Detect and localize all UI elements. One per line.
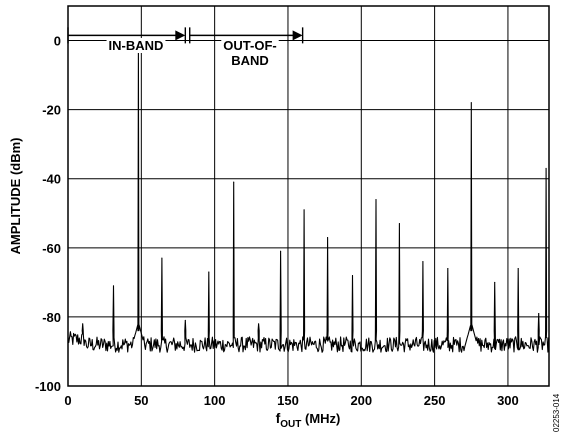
y-tick-label: -80: [42, 310, 61, 325]
spur-peak: [398, 223, 400, 225]
spur-peak: [161, 257, 163, 259]
x-tick-labels: 0 50 100 150 200 250 300: [64, 393, 518, 408]
x-tick-label: 250: [424, 393, 446, 408]
spur-peak: [470, 102, 472, 104]
y-tick-labels: 0 -20 -40 -60 -80 -100: [35, 34, 61, 394]
spur-peak: [184, 319, 186, 321]
x-axis-label-main: f: [276, 410, 281, 426]
spectrum-trace: [67, 43, 550, 353]
spur-peak: [422, 261, 424, 263]
spur-peak: [447, 268, 449, 270]
label-backing: [221, 38, 279, 53]
label-backing: [229, 53, 271, 68]
label-backing: [106, 38, 166, 53]
x-tick-label: 200: [350, 393, 372, 408]
spur-peak: [303, 209, 305, 211]
out-of-band-arrow-head: [292, 30, 303, 41]
in-band-arrow-head: [175, 30, 186, 41]
spur-peak: [351, 274, 353, 276]
out-of-band-label-line1: OUT-OF-: [223, 38, 276, 53]
spur-peak: [375, 198, 377, 200]
y-axis-label: AMPLITUDE (dBm): [8, 138, 23, 255]
figure-id: 02253-014: [552, 393, 561, 432]
spur-peak: [258, 323, 260, 325]
spur-peak: [208, 271, 210, 273]
x-axis-label-unit: (MHz): [301, 411, 340, 426]
band-annotations: IN-BAND OUT-OF- BAND: [67, 27, 304, 68]
x-tick-label: 100: [204, 393, 226, 408]
plot-frame: [67, 5, 550, 387]
spur-peak: [327, 236, 329, 238]
x-axis-label-subscript: OUT: [280, 419, 301, 430]
in-band-label: IN-BAND: [109, 38, 164, 53]
x-axis-label: fOUT (MHz): [276, 410, 341, 430]
y-tick-label: -40: [42, 172, 61, 187]
x-tick-label: 150: [277, 393, 299, 408]
spur-peak: [82, 323, 84, 325]
grid-lines: [68, 6, 549, 386]
spur-peak: [538, 312, 540, 314]
y-tick-label: -20: [42, 103, 61, 118]
spur-peak: [280, 250, 282, 252]
spur-peak: [112, 285, 114, 287]
x-tick-label: 50: [134, 393, 148, 408]
y-tick-label: 0: [54, 34, 61, 49]
x-tick-label: 0: [64, 393, 71, 408]
spectrum-trace-group: [67, 43, 550, 353]
y-tick-label: -100: [35, 379, 61, 394]
spur-peak: [545, 167, 547, 169]
spur-peak: [517, 268, 519, 270]
y-tick-label: -60: [42, 241, 61, 256]
spur-peak: [233, 181, 235, 183]
spur-peak: [494, 281, 496, 283]
out-of-band-label-line2: BAND: [231, 53, 269, 68]
x-tick-label: 300: [497, 393, 519, 408]
